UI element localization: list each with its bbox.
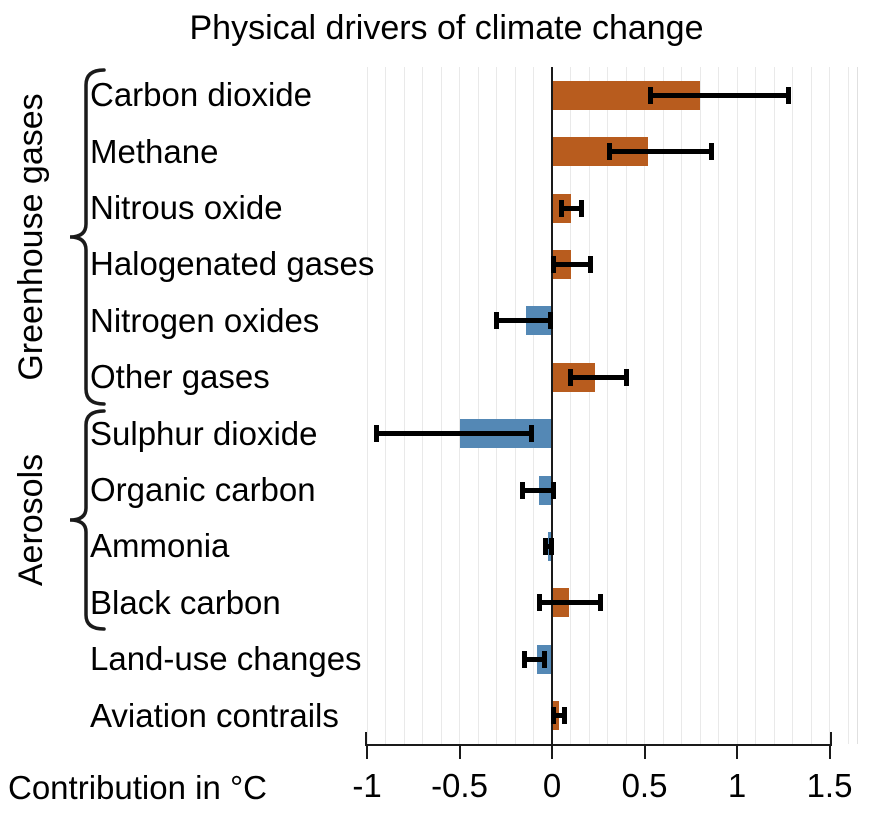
x-tick [458,745,461,759]
category-label-organic-carbon: Organic carbon [90,471,316,508]
category-label-black-carbon: Black carbon [90,583,281,621]
minor-gridline [385,67,386,744]
error-bar-cap-high [547,312,553,330]
x-axis-title: Contribution in °C [8,769,267,806]
minor-gridline [477,67,479,744]
minor-gridline [718,67,719,744]
category-label-carbon-dioxide: Carbon dioxide [90,76,312,114]
error-bar-cap-high [551,481,557,499]
x-tick [366,745,368,759]
x-tick-label: 0 [542,766,562,804]
error-bar-cap-low [551,255,557,273]
error-bar [570,374,626,380]
minor-gridline [588,67,590,744]
error-bar [524,656,545,662]
minor-gridline [810,67,812,744]
greenhouse-gases-brace [69,68,106,406]
minor-gridline [644,67,645,744]
error-bar-cap-low [519,481,525,499]
x-tick-label: 1.5 [806,766,853,804]
error-bar-cap-high [597,594,603,612]
error-bar [496,318,551,324]
category-label-ammonia: Ammonia [90,527,230,565]
minor-gridline [662,67,664,744]
error-bar [561,205,582,211]
error-bar [539,600,601,606]
error-bar-cap-high [548,537,554,555]
x-tick [828,745,831,759]
error-bar-cap-low [606,143,612,161]
x-tick [736,745,738,759]
category-label-land-use-changes: Land-use changes [90,640,362,678]
x-axis-end-cap [365,731,367,744]
category-label-nitrogen-oxides: Nitrogen oxides [90,301,320,339]
minor-gridline [607,67,608,744]
chart-title: Physical drivers of climate change [189,9,704,47]
minor-gridline [496,67,497,744]
error-bar-cap-low [647,86,653,104]
minor-gridline [533,67,534,744]
error-bar [609,149,712,155]
error-bar-cap-low [551,707,557,725]
minor-gridline [699,67,701,744]
error-bar-cap-high [562,707,568,725]
minor-gridline [681,67,682,744]
error-bar-cap-high [786,86,792,104]
x-tick-label: 0.5 [621,766,668,804]
zero-line [551,67,553,744]
category-label-nitrous-oxide: Nitrous oxide [90,189,283,226]
minor-gridline [773,67,775,744]
minor-gridline [847,67,849,744]
plot-right-edge [857,67,858,744]
group-label-aerosols: Aerosols [12,453,50,587]
error-bar-cap-low [543,537,549,555]
error-bar-cap-high [579,199,585,217]
error-bar [553,261,591,267]
error-bar [650,92,789,98]
minor-gridline [422,67,423,744]
minor-gridline [792,67,793,744]
minor-gridline [625,67,627,744]
error-bar-cap-low [558,199,564,217]
error-bar-cap-low [568,368,573,386]
x-tick-label: -0.5 [431,766,488,804]
category-label-halogenated-gases: Halogenated gases [90,245,375,283]
error-bar-cap-low [521,650,527,668]
minor-gridline [736,67,738,744]
minor-gridline [366,67,368,744]
minor-gridline [829,67,830,744]
minor-gridline [440,67,442,744]
minor-gridline [570,67,571,744]
x-tick [643,745,646,759]
x-axis-end-cap [829,731,832,744]
error-bar [376,431,532,437]
error-bar-cap-high [623,368,629,386]
category-label-aviation-contrails: Aviation contrails [90,696,339,734]
minor-gridline [514,67,516,744]
error-bar [553,713,565,719]
x-tick-label: 1 [727,766,747,804]
category-label-sulphur-dioxide: Sulphur dioxide [90,414,318,452]
category-label-other-gases: Other gases [90,358,270,396]
minor-gridline [403,67,405,744]
minor-gridline [459,67,460,744]
error-bar [522,487,554,493]
error-bar-cap-low [373,425,379,443]
error-bar-cap-low [494,312,499,330]
error-bar [545,543,552,549]
error-bar-cap-high [529,425,535,443]
minor-gridline [755,67,756,744]
category-label-methane: Methane [90,132,219,170]
x-tick-label: -1 [352,766,382,804]
x-axis-line [365,743,832,746]
error-bar-cap-high [588,255,594,273]
x-tick [551,745,553,759]
error-bar-cap-high [542,650,548,668]
error-bar-cap-low [536,594,542,612]
error-bar-cap-high [708,143,714,161]
